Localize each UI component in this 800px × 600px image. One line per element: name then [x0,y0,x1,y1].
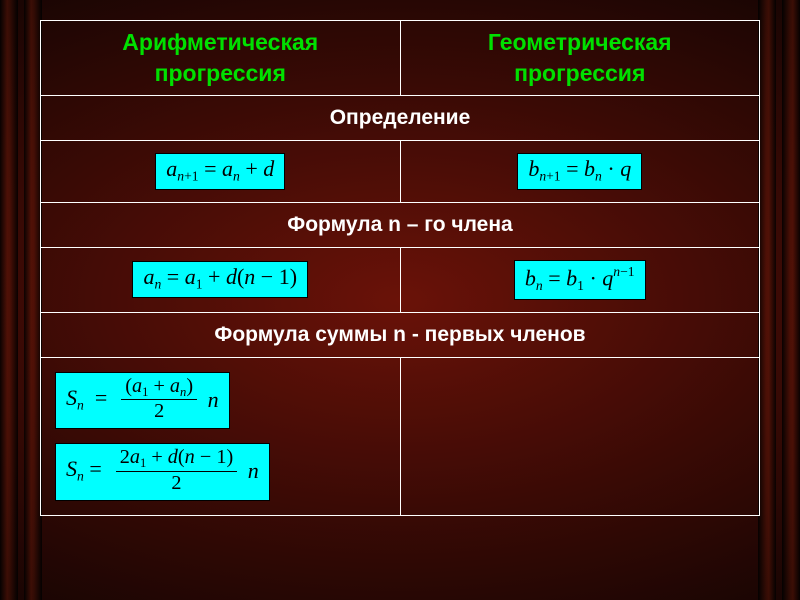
section-sum: Формула суммы n - первых членов [41,312,760,357]
section-definition: Определение [41,96,760,141]
progression-table: Арифметическая прогрессия Геометрическая… [40,20,760,516]
header-arith-line1: Арифметическая [122,29,318,55]
formula-nth-geom: bn = b1 · qn−1 [514,260,646,300]
formula-nth-arith: an = a1 + d(n − 1) [132,261,308,298]
formula-def-arith-cell: an+1 = an + d [41,141,401,203]
formula-sum-arith-1: Sn = (a1 + an) 2 n [55,372,230,430]
header-arithmetic: Арифметическая прогрессия [41,21,401,96]
formula-nth-geom-cell: bn = b1 · qn−1 [400,248,760,313]
header-arith-line2: прогрессия [155,60,286,86]
formula-def-geom: bn+1 = bn · q [517,153,642,190]
formula-sum-geom-cell [400,357,760,516]
section-nth: Формула n – го члена [41,203,760,248]
formula-def-geom-cell: bn+1 = bn · q [400,141,760,203]
header-geom-line1: Геометрическая [488,29,672,55]
header-geometric: Геометрическая прогрессия [400,21,760,96]
comparison-table: Арифметическая прогрессия Геометрическая… [40,20,760,516]
formula-sum-arith-2: Sn = 2a1 + d(n − 1) 2 n [55,443,270,501]
formula-nth-arith-cell: an = a1 + d(n − 1) [41,248,401,313]
formula-sum-arith-cell: Sn = (a1 + an) 2 n Sn = 2a1 + d(n − 1) 2… [41,357,401,516]
header-geom-line2: прогрессия [514,60,645,86]
formula-def-arith: an+1 = an + d [155,153,285,190]
